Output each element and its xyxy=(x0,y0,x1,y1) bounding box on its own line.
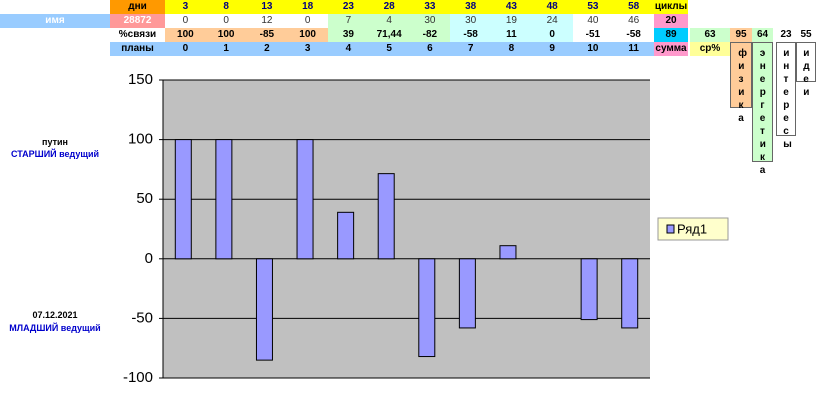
link-cell: -58 xyxy=(450,28,491,42)
day-cell: 48 xyxy=(531,0,573,14)
column-word: физика xyxy=(738,48,747,124)
y-tick-label: 0 xyxy=(145,250,153,267)
day-cell: 38 xyxy=(450,0,491,14)
link-cell: 11 xyxy=(491,28,532,42)
link-cell: 39 xyxy=(328,28,369,42)
bar xyxy=(499,245,517,260)
y-tick-label: 100 xyxy=(128,131,153,148)
name-cell: 7 xyxy=(328,14,369,28)
day-cell: 13 xyxy=(246,0,288,14)
link-cell: -58 xyxy=(613,28,654,42)
name-cell: 0 xyxy=(287,14,328,28)
name-cell: 0 xyxy=(165,14,206,28)
plan-cell: 1 xyxy=(205,42,247,56)
name-label: имя xyxy=(0,14,110,28)
plan-cell: 0 xyxy=(165,42,206,56)
link-cell: 100 xyxy=(165,28,206,42)
column-word: энергетика xyxy=(759,48,766,176)
side-value: 64 xyxy=(752,28,773,42)
legend-swatch xyxy=(666,224,675,234)
plan-cell: 8 xyxy=(491,42,532,56)
legend-label: Ряд1 xyxy=(677,221,707,236)
day-cell: 53 xyxy=(572,0,614,14)
day-cell: 58 xyxy=(613,0,654,14)
cycles-label: циклы xyxy=(654,0,688,14)
bar xyxy=(418,258,436,358)
day-cell: 23 xyxy=(328,0,369,14)
name-cell: 19 xyxy=(491,14,532,28)
name-cell: 24 xyxy=(531,14,573,28)
plan-cell: 4 xyxy=(328,42,369,56)
link-cell: 100 xyxy=(205,28,247,42)
bar xyxy=(458,258,476,329)
top-role: СТАРШИЙ ведущий xyxy=(10,149,100,159)
plans-label: планы xyxy=(110,42,165,56)
side-value: 55 xyxy=(796,28,816,42)
top-name: путин xyxy=(42,137,68,147)
sum-label: сумма xyxy=(654,42,688,56)
plan-cell: 3 xyxy=(287,42,328,56)
bar xyxy=(174,139,192,260)
days-label: дни xyxy=(110,0,165,14)
column-word: идеи xyxy=(803,48,810,98)
name-cell: 46 xyxy=(613,14,654,28)
day-cell: 28 xyxy=(368,0,410,14)
vertical-column: идеи xyxy=(796,42,816,98)
side-value: 23 xyxy=(776,28,796,42)
name-cell: 0 xyxy=(205,14,247,28)
vertical-column: энергетика xyxy=(752,42,773,176)
plan-cell: 5 xyxy=(368,42,410,56)
y-tick-label: 50 xyxy=(136,190,153,207)
link-cell: 71,44 xyxy=(368,28,410,42)
side-value: 95 xyxy=(730,28,752,42)
bar xyxy=(215,139,233,260)
day-cell: 18 xyxy=(287,0,328,14)
day-cell: 3 xyxy=(165,0,206,14)
cycles-value: 20 xyxy=(654,14,688,28)
link-cell: -51 xyxy=(572,28,614,42)
plan-cell: 9 xyxy=(531,42,573,56)
y-tick-label: -50 xyxy=(131,309,153,326)
link-extra: 89 xyxy=(654,28,688,42)
name-value: 28872 xyxy=(110,14,165,28)
link-label: %связи xyxy=(110,28,165,42)
bar xyxy=(377,173,395,260)
name-cell: 40 xyxy=(572,14,614,28)
day-cell: 43 xyxy=(491,0,532,14)
vertical-column: физика xyxy=(730,42,752,124)
vertical-column: интересы xyxy=(776,42,796,150)
bar xyxy=(337,211,355,260)
name-cell: 30 xyxy=(409,14,451,28)
name-cell: 12 xyxy=(246,14,288,28)
bar xyxy=(580,258,598,321)
bar xyxy=(255,258,273,361)
name-cell: 30 xyxy=(450,14,491,28)
link-cell: -85 xyxy=(246,28,288,42)
y-tick-label: 150 xyxy=(128,71,153,88)
plan-cell: 6 xyxy=(409,42,451,56)
avg-label: ср% xyxy=(690,42,730,56)
plan-cell: 11 xyxy=(613,42,654,56)
bottom-role: МЛАДШИЙ ведущий xyxy=(9,323,101,333)
plan-cell: 7 xyxy=(450,42,491,56)
link-cell: -82 xyxy=(409,28,451,42)
date: 07.12.2021 xyxy=(32,310,78,320)
link-cell: 0 xyxy=(531,28,573,42)
link-cell: 100 xyxy=(287,28,328,42)
plot-area xyxy=(163,80,650,378)
bar xyxy=(296,139,314,260)
bar xyxy=(621,258,639,329)
day-cell: 8 xyxy=(205,0,247,14)
plan-cell: 10 xyxy=(572,42,614,56)
name-cell: 4 xyxy=(368,14,410,28)
legend-box xyxy=(657,217,729,241)
day-cell: 33 xyxy=(409,0,451,14)
plan-cell: 2 xyxy=(246,42,288,56)
column-word: интересы xyxy=(783,48,792,150)
side-value: 63 xyxy=(690,28,730,42)
y-tick-label: -100 xyxy=(123,369,153,386)
